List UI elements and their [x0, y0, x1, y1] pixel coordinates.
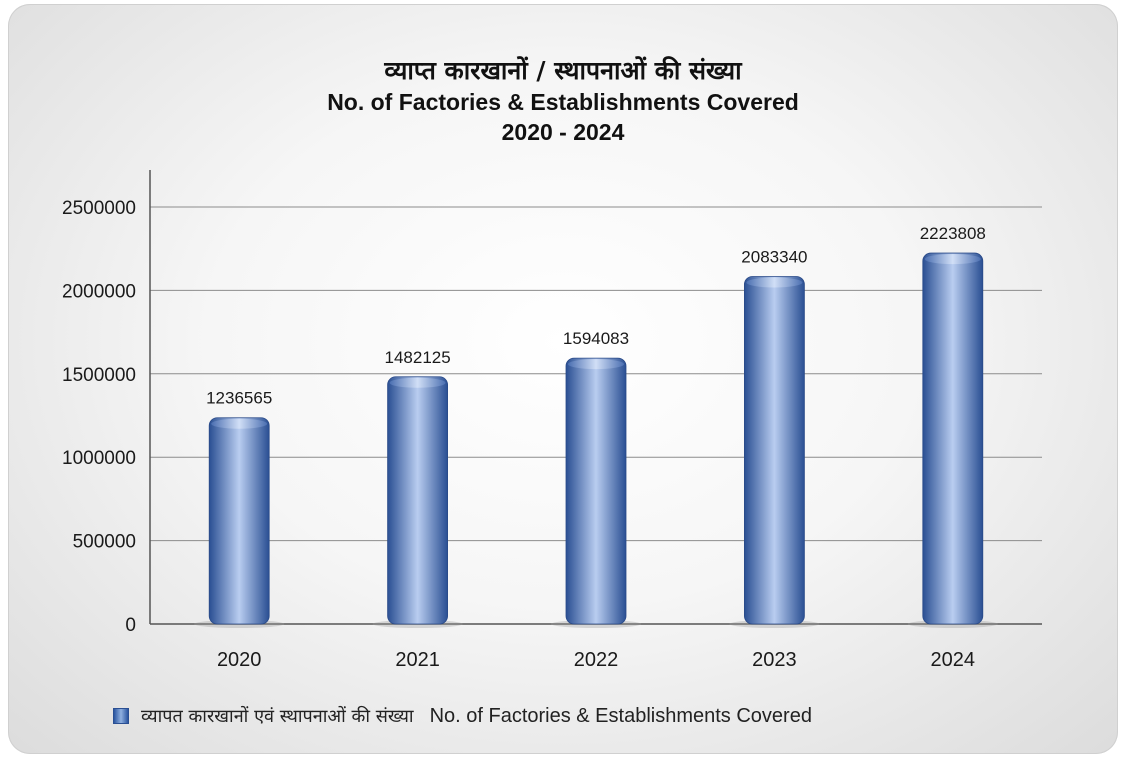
x-tick-label: 2022 [574, 649, 619, 671]
y-tick-label: 1500000 [62, 365, 136, 386]
y-tick-label: 0 [125, 615, 136, 636]
legend-label: No. of Factories & Establishments Covere… [429, 704, 812, 727]
data-label: 1236565 [206, 389, 272, 408]
y-tick-label: 500000 [73, 532, 136, 553]
x-tick-label: 2023 [752, 649, 797, 671]
bar-cap [211, 418, 268, 429]
chart-title: No. of Factories & Establishments Covere… [327, 89, 799, 115]
x-tick-label: 2020 [217, 649, 262, 671]
bar-cap [924, 254, 981, 265]
bar-cap [568, 359, 624, 370]
bar [565, 357, 627, 625]
data-label: 2223808 [920, 224, 986, 243]
bar [387, 376, 449, 625]
x-tick-label: 2021 [395, 649, 440, 671]
bar [922, 252, 984, 625]
data-label: 1594083 [563, 329, 629, 348]
data-label: 2083340 [741, 247, 807, 266]
legend-swatch [113, 708, 129, 724]
bar [744, 276, 805, 625]
data-label: 1482125 [385, 348, 451, 367]
y-tick-label: 2000000 [62, 281, 136, 302]
legend-label-hindi: व्यापत कारखानों एवं स्थापनाओं की संख्या [141, 706, 414, 727]
bar-cap [389, 377, 446, 388]
y-tick-label: 2500000 [62, 198, 136, 219]
bar [208, 417, 270, 625]
x-tick-label: 2024 [931, 649, 976, 671]
bar-cap [746, 277, 803, 288]
chart-title-hindi: व्याप्त कारखानों / स्थापनाओं की संख्या [384, 56, 742, 85]
legend: व्यापत कारखानों एवं स्थापनाओं की संख्या … [113, 704, 812, 728]
y-tick-label: 1000000 [62, 448, 136, 469]
chart-subtitle: 2020 - 2024 [501, 119, 625, 145]
chart-titles: व्याप्त कारखानों / स्थापनाओं की संख्या N… [0, 55, 1126, 147]
